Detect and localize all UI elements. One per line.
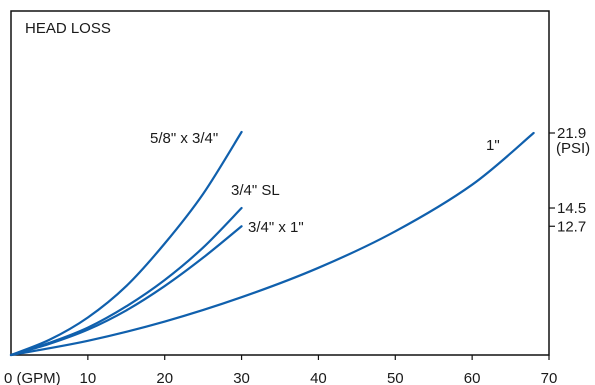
x-tick-label-6: 60 (464, 370, 481, 385)
series-line-3 (9, 131, 535, 357)
x-axis-ticks: 0 (GPM) 10 20 30 40 50 60 70 (4, 355, 557, 385)
x-tick-label-2: 20 (156, 370, 173, 385)
series-line-1 (9, 206, 243, 357)
series-line-0 (9, 130, 243, 357)
x-tick-label-3: 30 (233, 370, 250, 385)
y-tick-label-2: 12.7 (557, 218, 586, 235)
series-label-1: 3/4" SL (231, 182, 280, 199)
series-lines (9, 130, 535, 357)
x-tick-label-5: 50 (387, 370, 404, 385)
y-axis-unit: (PSI) (556, 140, 590, 157)
x-tick-label-4: 40 (310, 370, 327, 385)
y-tick-label-1: 14.5 (557, 200, 586, 217)
series-label-0: 5/8" x 3/4" (150, 130, 218, 147)
series-line-2 (9, 225, 243, 357)
y-axis-ticks: 21.9 14.512.7 (549, 125, 586, 235)
series-labels: 5/8" x 3/4" 3/4" SL 3/4" x 1" 1" (150, 130, 500, 236)
x-tick-label-1: 10 (80, 370, 97, 385)
x-tick-label-0: 0 (GPM) (4, 370, 61, 385)
x-tick-label-7: 70 (541, 370, 558, 385)
series-label-2: 3/4" x 1" (248, 219, 304, 236)
chart-title: HEAD LOSS (25, 20, 111, 37)
series-label-3: 1" (486, 137, 500, 154)
plot-frame (10, 10, 550, 356)
y-tick-label-0: 21.9 (557, 125, 586, 142)
